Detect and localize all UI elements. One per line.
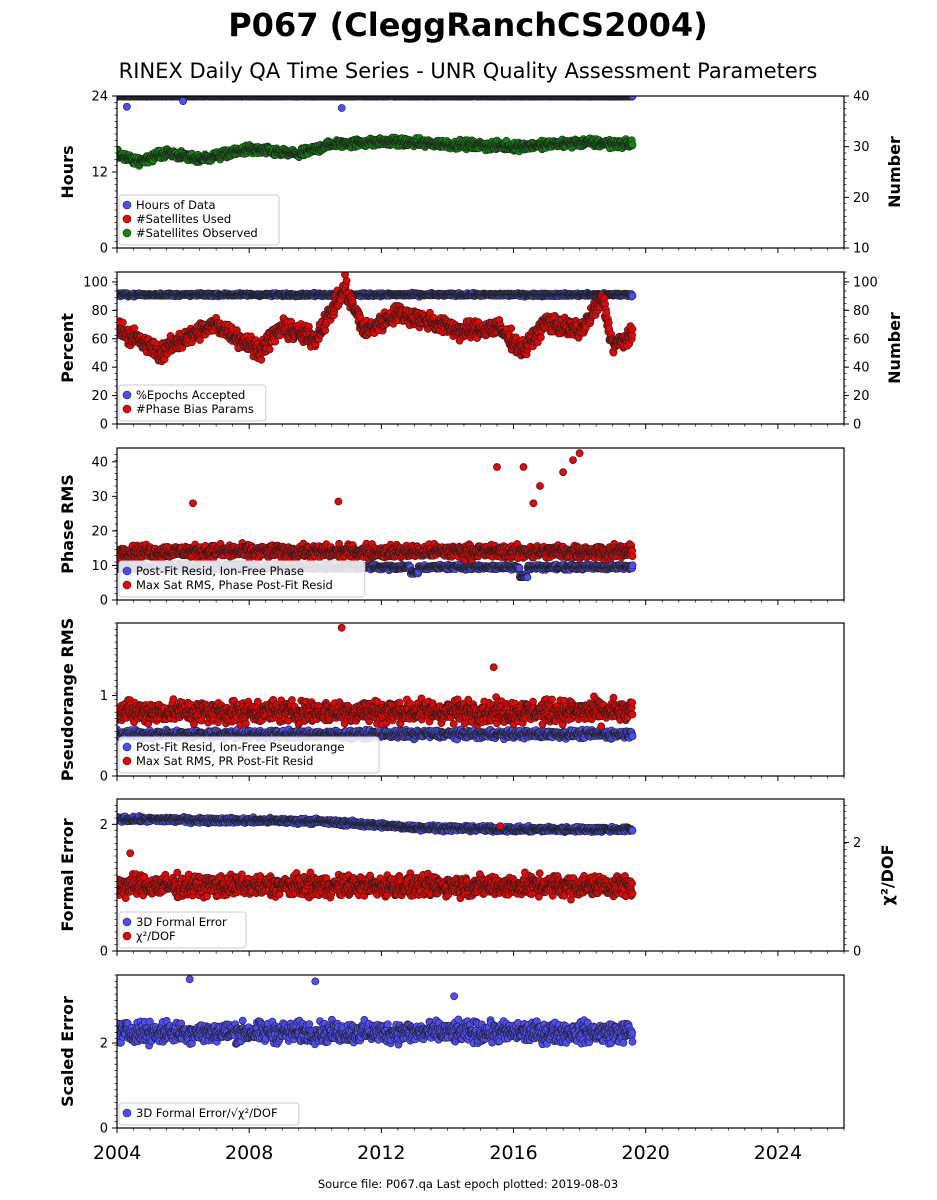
legend-marker <box>122 214 132 224</box>
outlier-point <box>179 97 187 105</box>
y-tick-label: 12 <box>91 166 108 181</box>
legend-entry: #Satellites Observed <box>136 226 258 240</box>
data-point <box>628 140 637 149</box>
y-right-tick-label: 30 <box>853 140 870 155</box>
legend-entry: #Satellites Used <box>136 212 231 226</box>
legend-entry: Hours of Data <box>136 198 216 212</box>
y-right-tick-label: 40 <box>853 90 870 105</box>
y-right-tick-label: 20 <box>853 191 870 206</box>
data-point <box>130 324 139 333</box>
data-point <box>265 345 274 354</box>
figure-title: P067 (CleggRanchCS2004) <box>228 6 708 44</box>
y-axis-label: Hours <box>58 145 77 198</box>
y-axis-right-label: Number <box>885 136 904 208</box>
figure-subtitle: RINEX Daily QA Time Series - UNR Quality… <box>119 59 818 83</box>
data-point <box>257 355 266 364</box>
y-tick-label: 0 <box>100 242 108 257</box>
data-point <box>628 291 637 300</box>
panel-1-data <box>117 96 637 170</box>
outlier-point <box>337 104 346 112</box>
series--epochs-accepted <box>117 288 637 301</box>
legend-marker <box>122 228 132 238</box>
y-right-tick-label: 10 <box>853 242 870 257</box>
data-point <box>119 318 127 327</box>
legend-marker <box>122 200 132 210</box>
y-tick-label: 24 <box>91 90 108 105</box>
outlier-point <box>123 102 131 111</box>
series--satellites-observed <box>117 133 637 170</box>
